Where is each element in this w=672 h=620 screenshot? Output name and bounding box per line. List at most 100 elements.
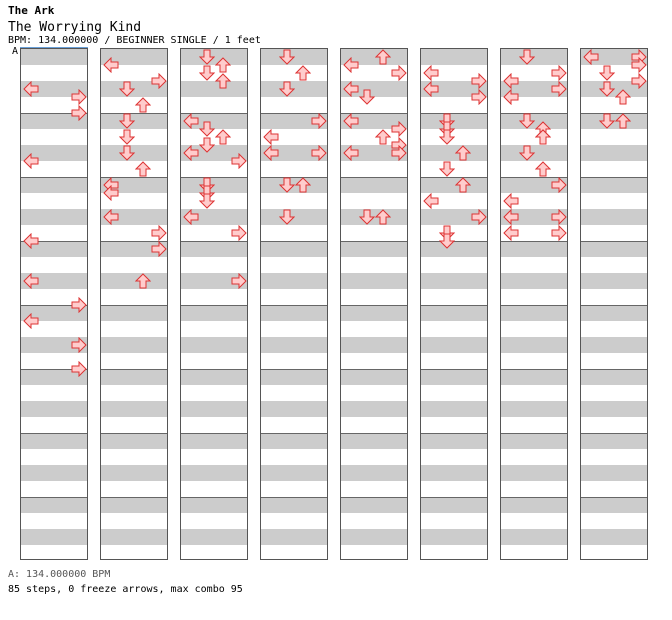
beat-band (581, 241, 647, 257)
right-arrow-icon (471, 89, 487, 105)
beat-band (581, 145, 647, 161)
right-arrow-icon (391, 145, 407, 161)
down-arrow-icon (519, 113, 535, 129)
right-arrow-icon (71, 297, 87, 313)
beat-band (341, 49, 407, 65)
left-arrow-icon (503, 73, 519, 89)
beat-band (341, 433, 407, 449)
measure-line (581, 241, 647, 242)
beat-band (581, 529, 647, 545)
chart-column (500, 48, 568, 560)
right-arrow-icon (231, 273, 247, 289)
beat-band (501, 369, 567, 385)
measure-line (341, 497, 407, 498)
beat-band (341, 465, 407, 481)
right-arrow-icon (551, 81, 567, 97)
beat-band (101, 273, 167, 289)
beat-band (261, 401, 327, 417)
beat-band (21, 497, 87, 513)
up-arrow-icon (135, 161, 151, 177)
beat-band (341, 145, 407, 161)
measure-line (181, 305, 247, 306)
measure-line (181, 497, 247, 498)
measure-line (421, 433, 487, 434)
beat-band (21, 465, 87, 481)
beat-band (21, 337, 87, 353)
down-arrow-icon (599, 113, 615, 129)
beat-band (181, 465, 247, 481)
right-arrow-icon (631, 57, 647, 73)
down-arrow-icon (439, 161, 455, 177)
beat-band (101, 209, 167, 225)
measure-line (101, 305, 167, 306)
beat-band (181, 209, 247, 225)
beat-band (341, 273, 407, 289)
measure-line (581, 369, 647, 370)
beat-band (21, 145, 87, 161)
measure-line (501, 305, 567, 306)
down-arrow-icon (119, 81, 135, 97)
measure-line (261, 113, 327, 114)
beat-band (181, 113, 247, 129)
up-arrow-icon (135, 273, 151, 289)
down-arrow-icon (199, 137, 215, 153)
up-arrow-icon (615, 89, 631, 105)
measure-line (181, 241, 247, 242)
beat-band (21, 369, 87, 385)
beat-band (21, 49, 87, 65)
right-arrow-icon (551, 65, 567, 81)
beat-band (101, 305, 167, 321)
beat-band (181, 401, 247, 417)
measure-line (181, 369, 247, 370)
beat-band (101, 465, 167, 481)
beat-band (421, 433, 487, 449)
chart-column (580, 48, 648, 560)
measure-line (261, 177, 327, 178)
left-arrow-icon (503, 89, 519, 105)
beat-band (181, 145, 247, 161)
beat-band (581, 177, 647, 193)
beat-band (581, 337, 647, 353)
beat-band (261, 305, 327, 321)
beat-band (181, 337, 247, 353)
right-arrow-icon (551, 177, 567, 193)
beat-band (181, 241, 247, 257)
left-arrow-icon (23, 233, 39, 249)
right-arrow-icon (231, 153, 247, 169)
beat-band (101, 49, 167, 65)
measure-line (581, 305, 647, 306)
beat-band (421, 273, 487, 289)
right-arrow-icon (391, 121, 407, 137)
beat-band (101, 433, 167, 449)
beat-band (261, 369, 327, 385)
left-arrow-icon (583, 49, 599, 65)
measure-line (421, 369, 487, 370)
beat-band (21, 273, 87, 289)
measure-line (341, 305, 407, 306)
left-arrow-icon (343, 113, 359, 129)
up-arrow-icon (215, 73, 231, 89)
beat-band (101, 401, 167, 417)
beat-band (21, 305, 87, 321)
chart-stats: 85 steps, 0 freeze arrows, max combo 95 (8, 584, 243, 595)
measure-line (501, 113, 567, 114)
beat-band (581, 273, 647, 289)
measure-line (21, 177, 87, 178)
down-arrow-icon (199, 65, 215, 81)
beat-band (581, 497, 647, 513)
right-arrow-icon (471, 73, 487, 89)
measure-line (261, 241, 327, 242)
down-arrow-icon (279, 49, 295, 65)
left-arrow-icon (263, 145, 279, 161)
left-arrow-icon (423, 65, 439, 81)
beat-band (101, 529, 167, 545)
left-arrow-icon (183, 145, 199, 161)
up-arrow-icon (135, 97, 151, 113)
right-arrow-icon (551, 209, 567, 225)
measure-line (21, 433, 87, 434)
beat-band (581, 401, 647, 417)
up-arrow-icon (535, 161, 551, 177)
beat-band (261, 433, 327, 449)
measure-line (101, 177, 167, 178)
beat-band (501, 305, 567, 321)
